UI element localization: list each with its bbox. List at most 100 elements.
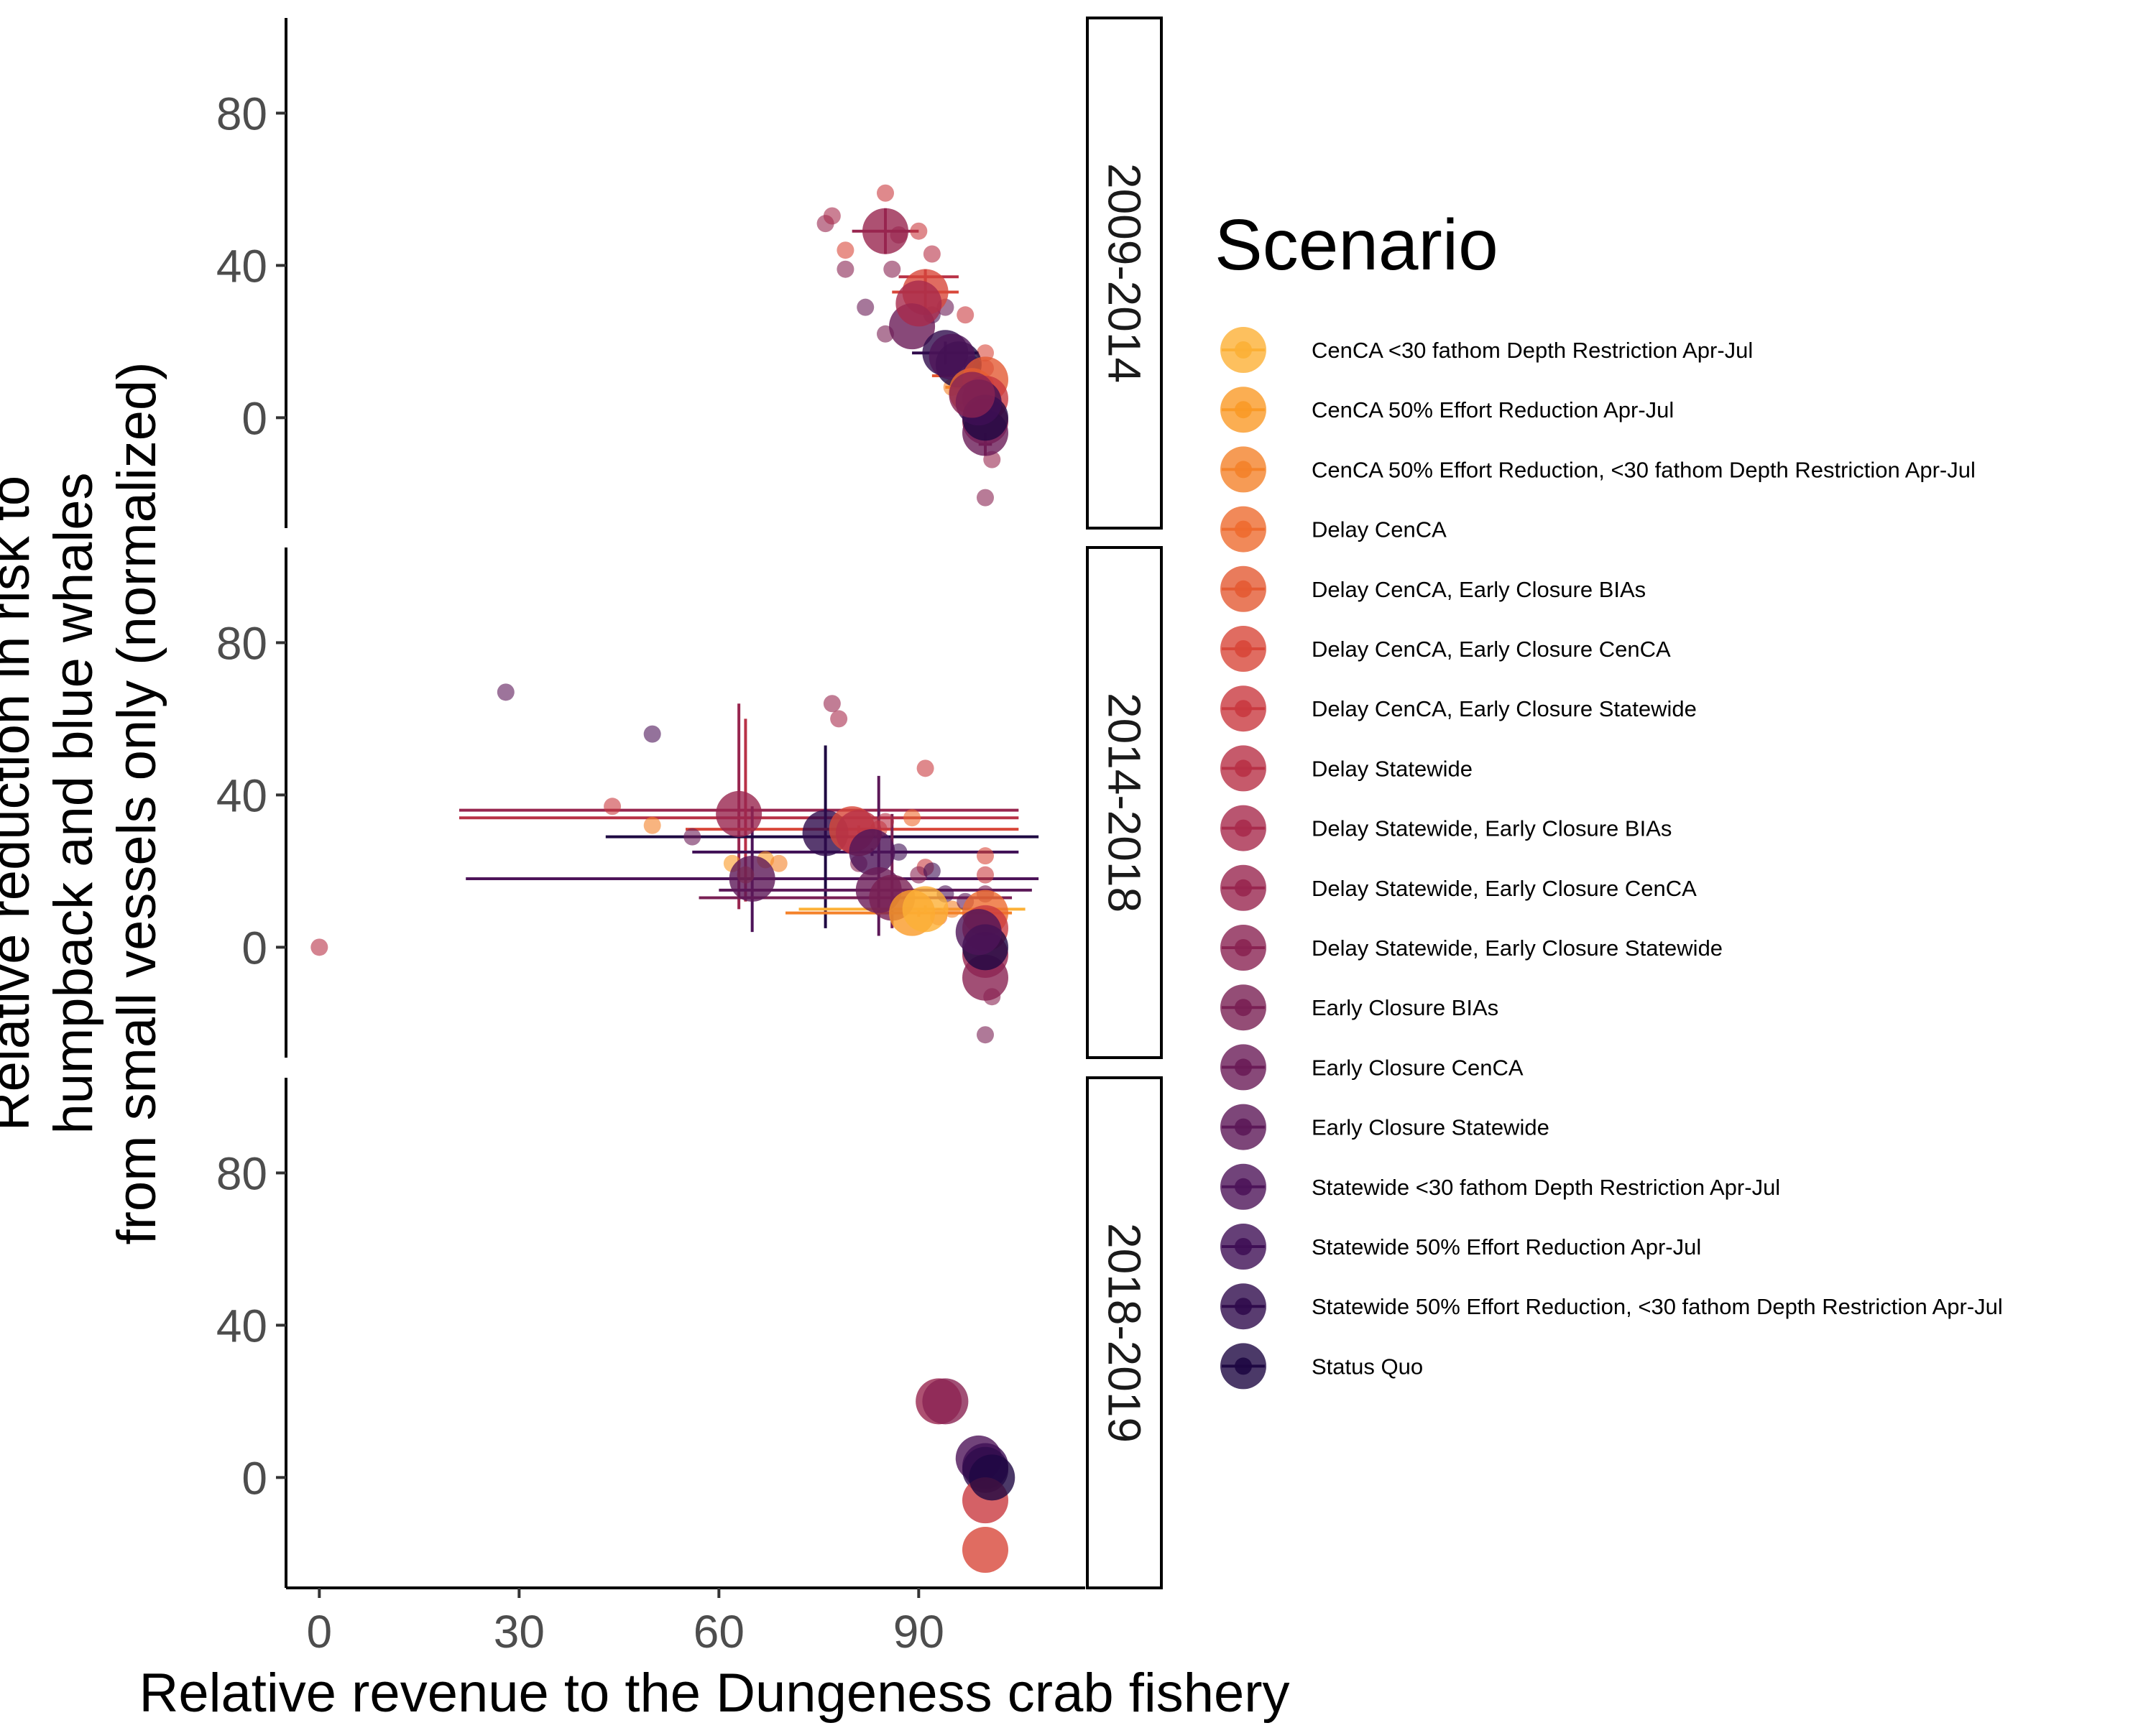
legend-key-small xyxy=(1235,1058,1252,1076)
legend: Scenario CenCA <30 fathom Depth Restricti… xyxy=(1215,205,2003,1390)
x-tick-label: 30 xyxy=(494,1606,545,1658)
mean-data-point xyxy=(929,333,975,380)
legend-key-small xyxy=(1235,1238,1252,1255)
legend-item-label: Delay CenCA xyxy=(1312,517,1447,542)
small-data-point xyxy=(643,725,661,743)
legend-key-small xyxy=(1235,819,1252,837)
x-tick-label: 60 xyxy=(694,1606,745,1658)
legend-key-small xyxy=(1235,401,1252,419)
legend-item-label: Delay Statewide, Early Closure CenCA xyxy=(1312,876,1697,901)
legend-item: CenCA 50% Effort Reduction, <30 fathom D… xyxy=(1220,446,1976,493)
y-tick-label: 80 xyxy=(216,88,267,139)
legend-item-label: Delay CenCA, Early Closure Statewide xyxy=(1312,696,1697,721)
small-data-point xyxy=(877,184,894,202)
legend-item-label: Early Closure BIAs xyxy=(1312,995,1498,1020)
mean-data-point xyxy=(729,855,775,902)
y-axis-title-line: from small vessels only (normalized) xyxy=(106,362,167,1245)
legend-key-small xyxy=(1235,879,1252,897)
mean-data-point xyxy=(962,1527,1008,1574)
legend-item-label: Statewide 50% Effort Reduction Apr-Jul xyxy=(1312,1234,1701,1260)
legend-item-label: CenCA 50% Effort Reduction Apr-Jul xyxy=(1312,397,1674,422)
legend-key-small xyxy=(1235,461,1252,479)
small-data-point xyxy=(857,298,875,316)
legend-item-label: Delay Statewide, Early Closure Statewide xyxy=(1312,935,1723,961)
legend-item: Delay CenCA, Early Closure CenCA xyxy=(1220,626,1671,672)
x-axis-title: Relative revenue to the Dungeness crab f… xyxy=(139,1663,1289,1724)
small-data-point xyxy=(923,245,941,263)
small-data-point xyxy=(977,489,994,507)
legend-item-label: Early Closure CenCA xyxy=(1312,1055,1524,1080)
mean-data-point xyxy=(922,1378,969,1425)
x-tick-label: 90 xyxy=(893,1606,944,1658)
y-axis-title-line: Relative reduction in risk to xyxy=(0,476,41,1131)
y-tick-label: 40 xyxy=(216,240,267,292)
legend-key-small xyxy=(1235,520,1252,538)
mean-data-point xyxy=(895,280,942,327)
small-data-point xyxy=(910,866,928,884)
legend-key-small xyxy=(1235,999,1252,1017)
small-data-point xyxy=(830,710,848,728)
y-axis-title: Relative reduction in risk tohumpback an… xyxy=(0,362,167,1245)
legend-key-small xyxy=(1235,1118,1252,1136)
legend-key-small xyxy=(1235,580,1252,598)
legend-title: Scenario xyxy=(1215,205,1498,285)
mean-data-point xyxy=(949,371,995,418)
legend-item: CenCA <30 fathom Depth Restriction Apr-J… xyxy=(1220,327,1753,373)
small-data-point xyxy=(977,866,994,884)
panel-2018-2019: 0 40 80 2018-2019 xyxy=(216,1076,1163,1589)
legend-item: Statewide 50% Effort Reduction, <30 fath… xyxy=(1220,1283,2003,1330)
y-axis-title-line: humpback and blue whales xyxy=(43,472,104,1134)
small-data-point xyxy=(877,813,894,831)
y-tick-label: 0 xyxy=(241,392,267,444)
y-tick-label: 40 xyxy=(216,770,267,821)
y-tick-label: 80 xyxy=(216,1147,267,1199)
facet-strip-label: 2009-2014 xyxy=(1099,163,1151,383)
small-data-point xyxy=(977,1026,994,1044)
legend-item: Delay Statewide xyxy=(1220,745,1473,792)
small-data-point xyxy=(643,816,661,834)
panel-2009-2014: 0 40 80 2009-2014 xyxy=(216,17,1163,530)
legend-key-small xyxy=(1235,341,1252,359)
legend-item-label: Delay CenCA, Early Closure BIAs xyxy=(1312,577,1646,602)
legend-key-small xyxy=(1235,1357,1252,1375)
legend-item-label: Statewide 50% Effort Reduction, <30 fath… xyxy=(1312,1294,2003,1319)
small-data-point xyxy=(683,828,701,846)
legend-item: Statewide <30 fathom Depth Restriction A… xyxy=(1220,1163,1780,1210)
legend-item: Delay Statewide, Early Closure BIAs xyxy=(1220,805,1672,851)
small-data-point xyxy=(497,683,515,701)
legend-key-small xyxy=(1235,1298,1252,1316)
legend-key-small xyxy=(1235,1178,1252,1196)
legend-item-label: Early Closure Statewide xyxy=(1312,1115,1549,1140)
mean-data-point xyxy=(862,208,908,254)
small-data-point xyxy=(923,862,941,880)
small-data-point xyxy=(957,306,975,324)
small-data-point xyxy=(977,847,994,865)
legend-item-label: Delay Statewide, Early Closure BIAs xyxy=(1312,816,1672,841)
facet-strip xyxy=(1086,546,1163,1059)
legend-item-label: Status Quo xyxy=(1312,1354,1423,1379)
small-data-point xyxy=(837,241,854,259)
legend-item-label: Delay CenCA, Early Closure CenCA xyxy=(1312,637,1671,662)
facet-strip xyxy=(1086,17,1163,530)
legend-item: Statewide 50% Effort Reduction Apr-Jul xyxy=(1220,1224,1701,1270)
small-data-point xyxy=(770,854,788,872)
y-tick-label: 0 xyxy=(241,1452,267,1504)
y-tick-label: 80 xyxy=(216,617,267,669)
facet-strip xyxy=(1086,1076,1163,1589)
legend-item: Delay Statewide, Early Closure Statewide xyxy=(1220,925,1723,971)
legend-item: Early Closure CenCA xyxy=(1220,1044,1524,1091)
legend-item-label: CenCA <30 fathom Depth Restriction Apr-J… xyxy=(1312,338,1753,363)
small-data-point xyxy=(883,260,901,278)
legend-key-small xyxy=(1235,759,1252,777)
legend-item: Delay CenCA xyxy=(1220,506,1447,553)
mean-data-point xyxy=(902,886,949,933)
small-data-point xyxy=(837,260,854,278)
legend-item: Status Quo xyxy=(1220,1343,1423,1390)
small-data-point xyxy=(310,938,328,956)
legend-item: Early Closure BIAs xyxy=(1220,984,1498,1031)
panel-2014-2018: 0 40 80 2014-2018 xyxy=(216,546,1163,1059)
mean-data-point xyxy=(849,828,895,875)
y-tick-label: 0 xyxy=(241,922,267,974)
